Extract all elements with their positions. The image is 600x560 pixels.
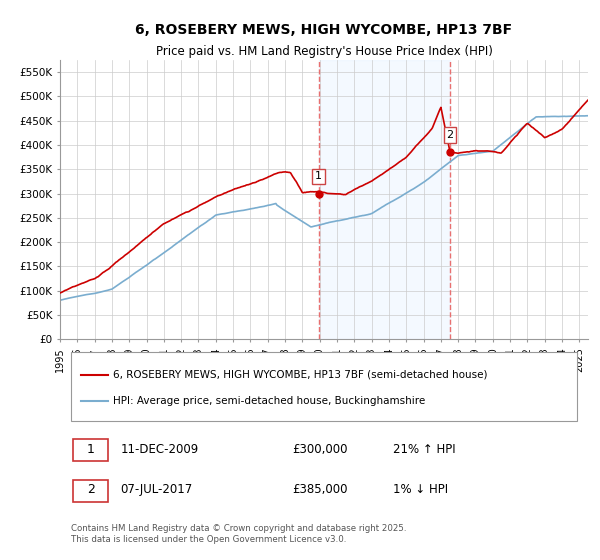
Text: 1% ↓ HPI: 1% ↓ HPI [392,483,448,496]
Text: 2: 2 [446,130,454,140]
FancyBboxPatch shape [71,352,577,421]
Text: 6, ROSEBERY MEWS, HIGH WYCOMBE, HP13 7BF: 6, ROSEBERY MEWS, HIGH WYCOMBE, HP13 7BF [136,24,512,38]
Text: £300,000: £300,000 [292,442,348,455]
Text: Contains HM Land Registry data © Crown copyright and database right 2025.
This d: Contains HM Land Registry data © Crown c… [71,524,406,544]
Text: 07-JUL-2017: 07-JUL-2017 [121,483,193,496]
FancyBboxPatch shape [73,440,107,461]
Text: 21% ↑ HPI: 21% ↑ HPI [392,442,455,455]
Text: £385,000: £385,000 [292,483,348,496]
Text: HPI: Average price, semi-detached house, Buckinghamshire: HPI: Average price, semi-detached house,… [113,396,425,405]
FancyBboxPatch shape [73,480,107,502]
Text: 2: 2 [86,483,95,496]
Text: 11-DEC-2009: 11-DEC-2009 [121,442,199,455]
Text: 6, ROSEBERY MEWS, HIGH WYCOMBE, HP13 7BF (semi-detached house): 6, ROSEBERY MEWS, HIGH WYCOMBE, HP13 7BF… [113,370,487,380]
Bar [319,60,450,339]
Text: Price paid vs. HM Land Registry's House Price Index (HPI): Price paid vs. HM Land Registry's House … [155,45,493,58]
Text: 1: 1 [315,171,322,181]
Text: 1: 1 [86,442,95,455]
